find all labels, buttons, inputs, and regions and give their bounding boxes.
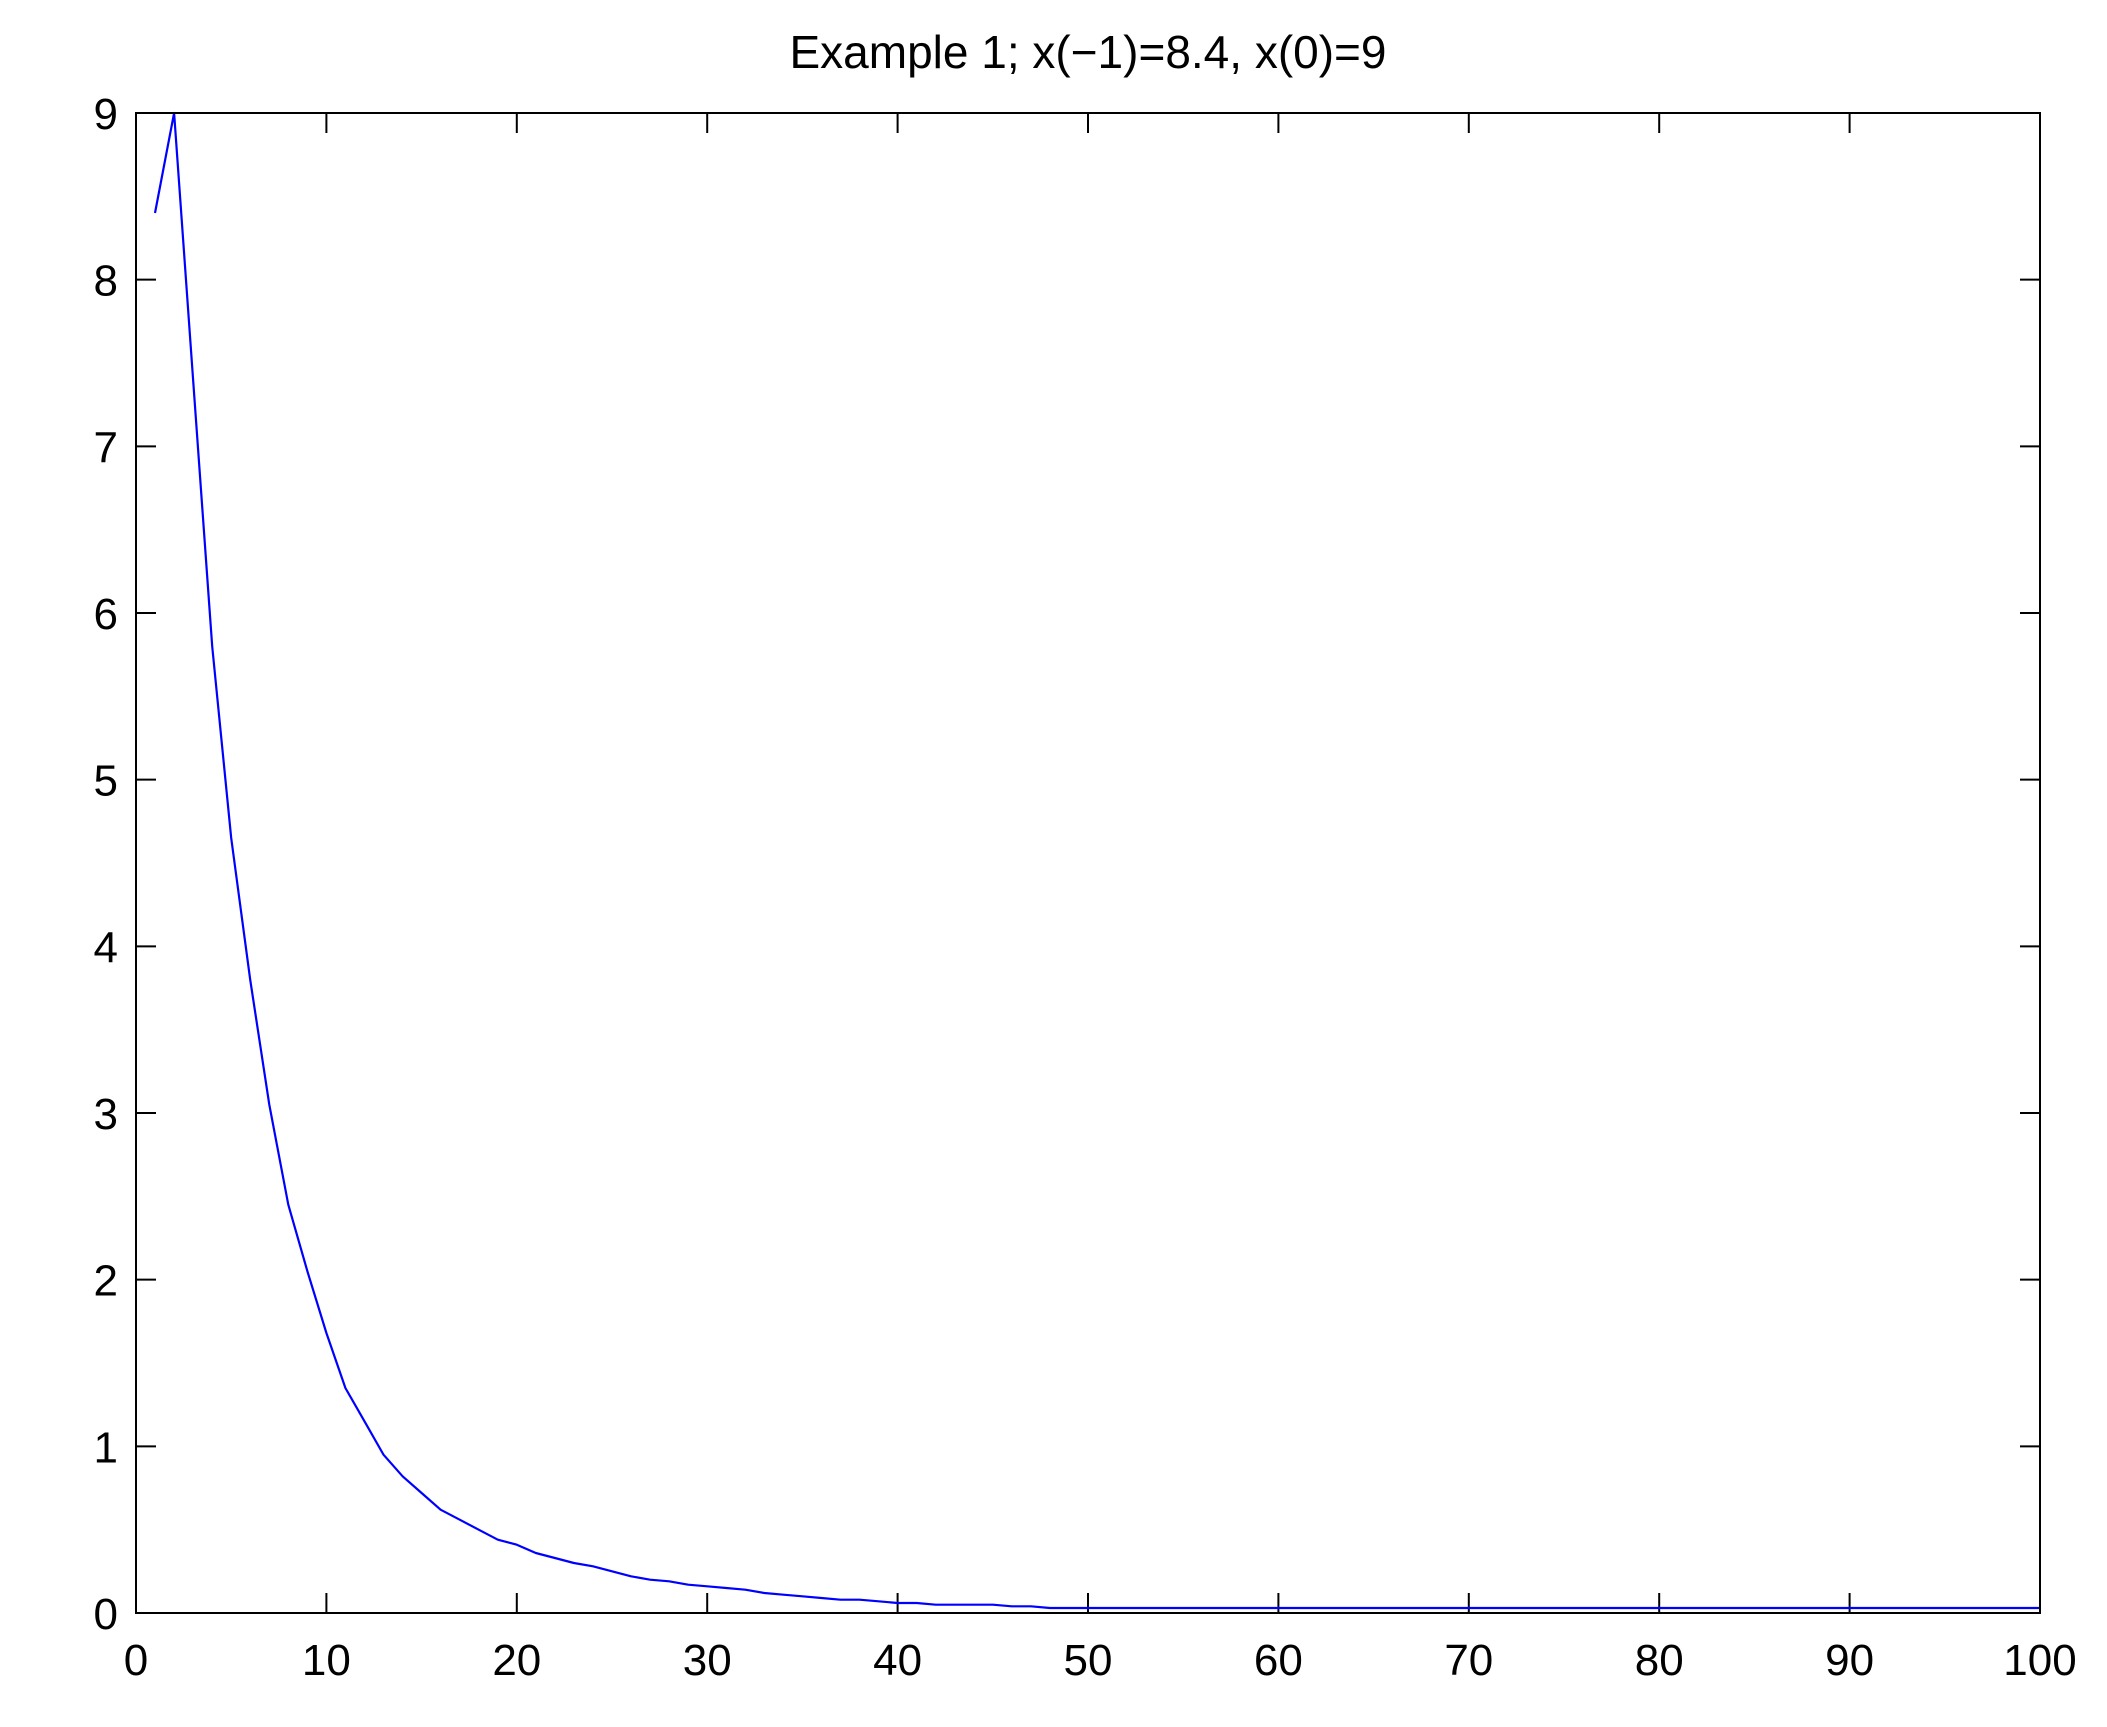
chart-title: Example 1; x(−1)=8.4, x(0)=9 xyxy=(789,26,1386,78)
y-tick-label: 3 xyxy=(94,1090,118,1139)
series-layer xyxy=(153,111,2040,1610)
y-tick-label: 2 xyxy=(94,1257,118,1306)
x-tick-label: 80 xyxy=(1635,1636,1684,1685)
x-tick-label: 60 xyxy=(1254,1636,1303,1685)
axis-tick-labels: 0 10 20 30 40 50 60 70 80 90 100 0 1 2 3 4 5 6 7 8 9 xyxy=(94,90,2077,1685)
series-line xyxy=(153,111,2040,1610)
y-tick-label: 7 xyxy=(94,423,118,472)
y-tick-label: 8 xyxy=(94,257,118,306)
x-tick-label: 30 xyxy=(683,1636,732,1685)
axes-frame xyxy=(135,112,2041,1614)
y-tick-label: 0 xyxy=(94,1590,118,1639)
x-tick-label: 20 xyxy=(492,1636,541,1685)
x-tick-label: 50 xyxy=(1064,1636,1113,1685)
x-tick-label: 40 xyxy=(873,1636,922,1685)
y-tick-label: 4 xyxy=(94,923,118,972)
x-tick-label: 90 xyxy=(1825,1636,1874,1685)
x-tick-label: 70 xyxy=(1444,1636,1493,1685)
x-tick-label: 10 xyxy=(302,1636,351,1685)
y-tick-label: 5 xyxy=(94,757,118,806)
x-tick-label: 100 xyxy=(2003,1636,2076,1685)
y-tick-label: 6 xyxy=(94,590,118,639)
y-tick-label: 9 xyxy=(94,90,118,139)
x-tick-label: 0 xyxy=(124,1636,148,1685)
y-tick-label: 1 xyxy=(94,1423,118,1472)
